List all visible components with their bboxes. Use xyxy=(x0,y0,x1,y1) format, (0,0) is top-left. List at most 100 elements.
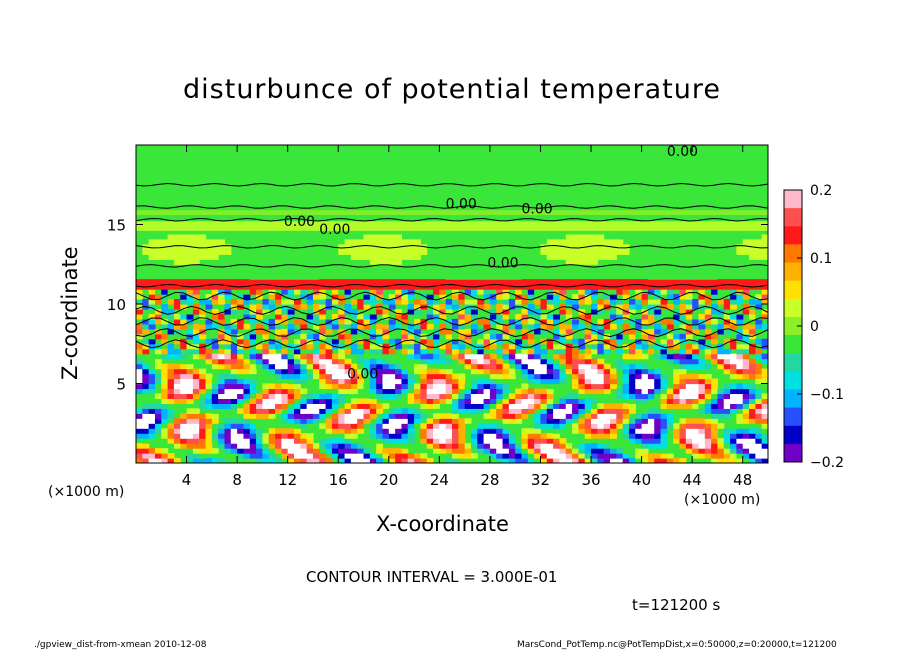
field-cell xyxy=(477,269,485,275)
field-cell xyxy=(300,358,308,365)
field-cell xyxy=(673,328,681,335)
field-cell xyxy=(489,373,497,380)
field-cell xyxy=(515,279,523,285)
field-cell xyxy=(660,338,668,345)
field-cell xyxy=(433,418,440,424)
field-cell xyxy=(610,279,617,285)
field-cell xyxy=(388,453,396,459)
field-cell xyxy=(161,383,169,390)
field-cell xyxy=(426,403,434,409)
field-cell xyxy=(521,368,529,375)
field-cell xyxy=(161,393,169,400)
field-cell xyxy=(540,408,548,414)
field-cell xyxy=(559,294,567,300)
field-cell xyxy=(382,433,390,439)
field-cell xyxy=(199,353,207,360)
field-cell xyxy=(559,328,567,335)
field-cell xyxy=(641,373,649,380)
field-cell xyxy=(376,363,384,370)
field-cell xyxy=(508,393,516,400)
field-cell xyxy=(452,418,459,424)
field-cell xyxy=(142,408,150,414)
field-cell xyxy=(249,458,257,463)
field-cell xyxy=(205,378,213,385)
contour-interval-label: CONTOUR INTERVAL = 3.000E-01 xyxy=(306,568,558,586)
field-cell xyxy=(477,363,485,370)
field-cell xyxy=(610,403,617,409)
field-cell xyxy=(445,458,453,463)
field-cell xyxy=(249,338,257,345)
field-cell xyxy=(275,443,282,449)
field-cell xyxy=(679,289,687,295)
field-cell xyxy=(521,373,529,380)
field-cell xyxy=(199,308,207,315)
x-tick-label: 48 xyxy=(733,471,752,489)
contour-line xyxy=(136,316,768,327)
field-cell xyxy=(199,458,207,463)
field-cell xyxy=(395,308,403,315)
field-cell xyxy=(414,249,421,255)
field-cell xyxy=(230,378,238,385)
field-cell xyxy=(540,378,548,385)
field-cell xyxy=(553,289,561,295)
field-cell xyxy=(502,363,510,370)
field-cell xyxy=(711,289,719,295)
field-cell xyxy=(382,304,390,310)
field-cell xyxy=(730,373,737,380)
field-cell xyxy=(534,433,542,439)
field-cell xyxy=(496,438,504,444)
field-cell xyxy=(717,299,725,305)
field-cell xyxy=(470,299,478,305)
field-cell xyxy=(559,453,567,459)
field-cell xyxy=(161,239,169,245)
field-cell xyxy=(742,338,750,345)
field-cell xyxy=(641,428,649,434)
field-cell xyxy=(755,363,763,370)
field-cell xyxy=(433,318,440,325)
field-cell xyxy=(388,458,396,463)
field-cell xyxy=(161,388,169,395)
field-cell xyxy=(515,214,523,221)
field-cell xyxy=(218,408,226,414)
field-cell xyxy=(262,318,270,325)
field-cell xyxy=(647,383,655,390)
field-cell xyxy=(489,328,497,335)
field-cell xyxy=(692,313,700,320)
field-cell xyxy=(553,254,561,260)
field-cell xyxy=(237,428,245,434)
field-cell xyxy=(237,398,245,404)
field-cell xyxy=(357,363,365,370)
contour-line xyxy=(136,264,768,268)
field-cell xyxy=(452,453,459,459)
field-cell xyxy=(534,443,542,449)
field-cell xyxy=(199,453,207,459)
field-cell xyxy=(173,398,181,404)
field-cell xyxy=(622,323,630,330)
field-cell xyxy=(559,338,567,345)
field-cell xyxy=(243,323,251,330)
field-cell xyxy=(376,378,384,385)
field-cell xyxy=(679,363,687,370)
field-cell xyxy=(376,458,384,463)
field-cell xyxy=(603,254,611,260)
field-cell xyxy=(749,388,756,395)
field-cell xyxy=(534,353,542,360)
field-cell xyxy=(452,373,459,380)
field-cell xyxy=(224,279,232,285)
field-cell xyxy=(711,338,719,345)
field-cell xyxy=(357,338,365,345)
field-cell xyxy=(628,428,636,434)
field-cell xyxy=(350,443,358,449)
field-cell xyxy=(287,358,295,365)
field-cell xyxy=(452,388,459,395)
field-cell xyxy=(578,423,586,429)
field-cell xyxy=(275,358,282,365)
field-cell xyxy=(477,328,485,335)
field-cell xyxy=(420,249,428,255)
field-cell xyxy=(294,423,301,429)
field-cell xyxy=(603,338,611,345)
field-cell xyxy=(224,343,232,350)
field-cell xyxy=(294,214,301,221)
field-cell xyxy=(199,433,207,439)
field-cell xyxy=(610,333,617,340)
